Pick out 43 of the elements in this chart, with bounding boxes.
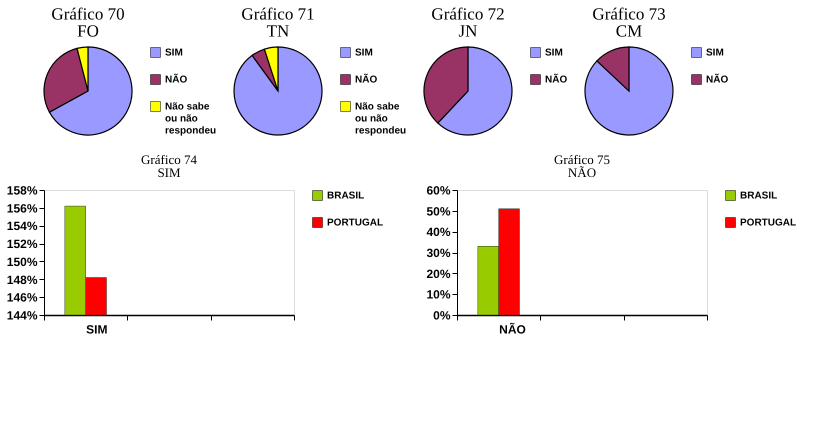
y-tick-label: 150% xyxy=(6,254,38,269)
y-tick-label: 40% xyxy=(426,225,451,240)
chart-subtitle: CM xyxy=(616,22,642,41)
legend-label: NÃO xyxy=(706,74,728,86)
y-tick-label: 30% xyxy=(426,246,451,260)
legend-label: PORTUGAL xyxy=(327,218,384,228)
y-tick-label: 144% xyxy=(6,308,38,322)
chart-title: Gráfico 75 xyxy=(554,152,610,167)
legend-label: PORTUGAL xyxy=(740,218,796,228)
y-tick-label: 154% xyxy=(6,219,38,234)
legend-label: SIM xyxy=(706,48,724,58)
legend-label: SIM xyxy=(165,48,183,58)
pie-slice xyxy=(233,46,323,136)
chart-title: Gráfico 73 xyxy=(592,4,666,24)
chart-title: Gráfico 70 xyxy=(51,4,125,24)
chart-title: Gráfico 74 xyxy=(141,152,198,167)
chart-title: Gráfico 71 xyxy=(241,4,315,24)
legend-label: NÃO xyxy=(355,74,378,86)
y-tick-label: 146% xyxy=(6,290,38,305)
legend-label: BRASIL xyxy=(327,190,364,202)
y-tick-label: 10% xyxy=(426,288,451,302)
chart-subtitle: JN xyxy=(458,22,478,41)
legend-label: NÃO xyxy=(165,74,188,86)
legend-label: Não sabe ou não respondeu xyxy=(165,102,216,136)
y-tick-label: 60% xyxy=(426,184,451,198)
legend-label: SIM xyxy=(545,48,563,58)
chart-subtitle: TN xyxy=(266,22,290,41)
y-tick-label: 158% xyxy=(6,184,38,198)
y-tick-label: 148% xyxy=(6,272,38,287)
legend-label: SIM xyxy=(355,48,373,58)
y-tick-label: 20% xyxy=(426,266,451,281)
y-tick-label: 152% xyxy=(6,237,38,252)
chart-subtitle: NÃO xyxy=(568,165,596,180)
y-tick-label: 50% xyxy=(426,204,451,218)
chart-subtitle: SIM xyxy=(157,165,181,180)
chart-title: Gráfico 72 xyxy=(431,4,505,24)
y-tick-label: 0% xyxy=(433,308,451,322)
pie-slice xyxy=(584,46,674,136)
legend-label: BRASIL xyxy=(740,190,778,202)
legend-label: NÃO xyxy=(545,74,568,86)
chart-subtitle: FO xyxy=(77,22,99,41)
legend-label: Não sabe ou não respondeu xyxy=(355,102,406,136)
y-tick-label: 156% xyxy=(6,201,38,216)
